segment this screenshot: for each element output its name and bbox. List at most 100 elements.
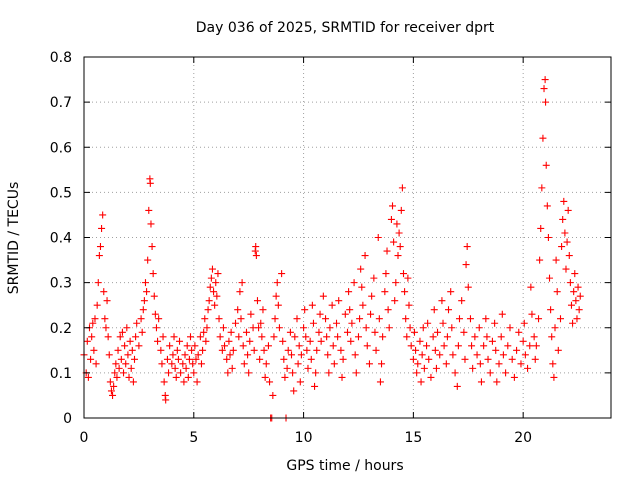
data-point <box>110 382 118 390</box>
x-tick-label: 10 <box>295 430 313 446</box>
data-point <box>540 85 548 93</box>
data-point <box>431 346 439 354</box>
data-point <box>562 265 570 273</box>
data-point <box>173 346 181 354</box>
data-point <box>547 306 555 314</box>
data-point <box>542 98 550 106</box>
data-point <box>468 342 476 350</box>
data-point <box>182 364 190 372</box>
data-point <box>96 243 104 251</box>
data-point <box>385 324 393 332</box>
data-point <box>244 351 252 359</box>
data-point <box>461 355 469 363</box>
data-point <box>234 306 242 314</box>
data-point <box>517 360 525 368</box>
plot-frame <box>83 56 612 419</box>
data-point <box>455 315 463 323</box>
data-point <box>116 333 124 341</box>
data-point <box>242 328 250 336</box>
data-point <box>566 279 574 287</box>
data-point <box>235 333 243 341</box>
y-tick-label: 0.5 <box>50 185 72 201</box>
data-point <box>449 351 457 359</box>
data-point <box>564 206 572 214</box>
data-point <box>190 369 198 377</box>
data-point <box>291 333 299 341</box>
data-point <box>123 324 131 332</box>
data-point <box>538 184 546 192</box>
data-point <box>559 215 567 223</box>
data-point <box>205 297 213 305</box>
data-point <box>407 342 415 350</box>
data-point <box>295 342 303 350</box>
data-point <box>354 333 362 341</box>
data-point <box>571 270 579 278</box>
data-point <box>131 355 139 363</box>
data-point <box>84 373 92 381</box>
data-point <box>112 360 120 368</box>
data-point <box>184 373 192 381</box>
data-point <box>176 337 184 345</box>
data-point <box>554 346 562 354</box>
y-tick-label: 0.4 <box>50 231 72 247</box>
x-tick-label: 5 <box>189 430 198 446</box>
data-point <box>127 364 135 372</box>
data-point <box>319 292 327 300</box>
data-point <box>258 333 266 341</box>
data-point <box>454 342 462 350</box>
data-point <box>223 355 231 363</box>
data-point <box>111 369 119 377</box>
data-point <box>401 288 409 296</box>
data-point <box>326 324 334 332</box>
data-point <box>370 274 378 282</box>
data-point <box>165 369 173 377</box>
data-point <box>337 346 345 354</box>
data-point <box>553 288 561 296</box>
data-point <box>316 310 324 318</box>
data-point <box>239 342 247 350</box>
data-point <box>90 346 98 354</box>
data-point <box>236 288 244 296</box>
data-point <box>255 324 263 332</box>
data-point <box>546 274 554 282</box>
y-axis-label: SRMTID / TECUs <box>6 182 22 295</box>
data-point <box>148 243 156 251</box>
data-point <box>391 297 399 305</box>
x-tick-label: 0 <box>80 430 89 446</box>
data-point <box>549 360 557 368</box>
data-point <box>92 360 100 368</box>
data-point <box>180 378 188 386</box>
data-point <box>168 360 176 368</box>
data-point <box>221 342 229 350</box>
data-point <box>551 324 559 332</box>
data-point <box>296 378 304 386</box>
data-point <box>139 306 147 314</box>
data-point <box>378 360 386 368</box>
data-point <box>274 301 282 309</box>
data-point <box>368 292 376 300</box>
data-point <box>536 256 544 264</box>
data-point <box>412 346 420 354</box>
data-point <box>527 283 535 291</box>
data-point <box>515 328 523 336</box>
data-point <box>159 333 167 341</box>
data-point <box>532 342 540 350</box>
data-point <box>306 337 314 345</box>
data-point <box>363 342 371 350</box>
data-point <box>524 364 532 372</box>
data-point <box>394 252 402 260</box>
data-point <box>390 238 398 246</box>
data-point <box>561 229 569 237</box>
data-point <box>202 337 210 345</box>
data-point <box>409 355 417 363</box>
data-point <box>219 324 227 332</box>
data-point <box>460 328 468 336</box>
data-point <box>531 355 539 363</box>
data-point <box>128 346 136 354</box>
data-point <box>453 382 461 390</box>
data-point <box>191 342 199 350</box>
data-point <box>356 315 364 323</box>
data-point <box>304 364 312 372</box>
data-point <box>229 346 237 354</box>
